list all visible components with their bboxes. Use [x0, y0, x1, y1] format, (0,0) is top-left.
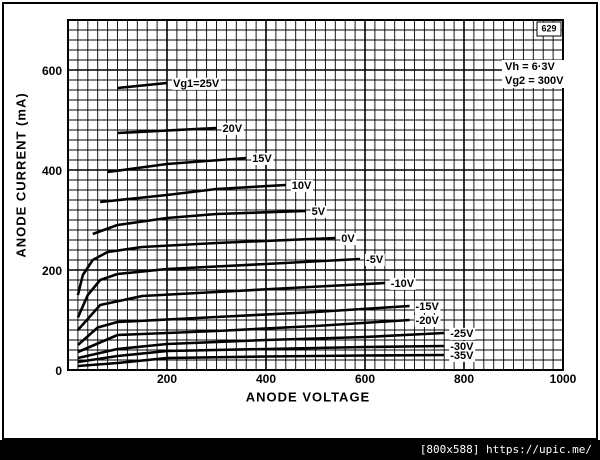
curve-label: -35V	[450, 350, 474, 362]
curve-label-bg	[414, 314, 441, 327]
x-tick-label: 200	[157, 372, 177, 386]
curve	[77, 304, 410, 346]
curve-label-bg	[449, 349, 476, 362]
curve-label: -30V	[450, 341, 474, 353]
curve	[76, 257, 361, 319]
x-tick-label: 600	[355, 372, 375, 386]
curve-label: Vg1=25V	[173, 78, 220, 90]
curve-label: -10V	[391, 278, 415, 290]
curve-label: 15V	[252, 153, 272, 165]
curve-label: -15V	[416, 301, 440, 313]
annotation: Vh = 6·3V	[505, 61, 555, 73]
curve	[107, 156, 247, 174]
annotation: Vg2 = 300V	[505, 75, 564, 87]
curve-label-bg	[290, 179, 314, 192]
footer-bar	[0, 440, 600, 460]
curve-label: 0V	[341, 233, 355, 245]
y-tick-label: 400	[42, 164, 62, 178]
x-axis-label: ANODE VOLTAGE	[246, 389, 370, 404]
y-tick-label: 0	[55, 364, 62, 378]
y-axis-label: ANODE CURRENT (mA)	[13, 92, 28, 257]
curve-label: 5V	[312, 206, 326, 218]
curve-label-bg	[172, 77, 221, 90]
curve-label-bg	[365, 253, 385, 266]
x-tick-label: 1000	[550, 372, 577, 386]
annotation-bg	[502, 60, 570, 88]
curve	[117, 126, 217, 135]
curve-label: -25V	[450, 328, 474, 340]
curve	[117, 81, 168, 90]
x-tick-label: 800	[454, 372, 474, 386]
curve-label: 20V	[223, 123, 243, 135]
curve-label: -20V	[416, 315, 440, 327]
curve	[76, 281, 385, 331]
watermark: [800x588] https://upic.me/	[420, 443, 592, 456]
curve-label-bg	[389, 277, 416, 290]
y-tick-label: 200	[42, 264, 62, 278]
curve-label-bg	[251, 152, 274, 165]
curve	[77, 344, 445, 364]
y-tick-label: 600	[42, 64, 62, 78]
curve-label-bg	[449, 327, 476, 340]
annotation: 629	[541, 23, 556, 33]
curve-label-bg	[340, 232, 357, 245]
curve	[100, 183, 286, 204]
curve-label-bg	[310, 205, 327, 218]
x-tick-label: 400	[256, 372, 276, 386]
curve-label: -5V	[366, 254, 384, 266]
curve-label-bg	[221, 122, 244, 135]
annotation-box	[536, 21, 562, 37]
curve	[77, 331, 445, 360]
curve	[92, 209, 306, 236]
curve-label: 10V	[292, 180, 312, 192]
curve	[76, 236, 336, 296]
frame	[2, 2, 598, 440]
curve-label-bg	[414, 300, 441, 313]
curve	[77, 353, 445, 368]
curve	[77, 318, 410, 354]
